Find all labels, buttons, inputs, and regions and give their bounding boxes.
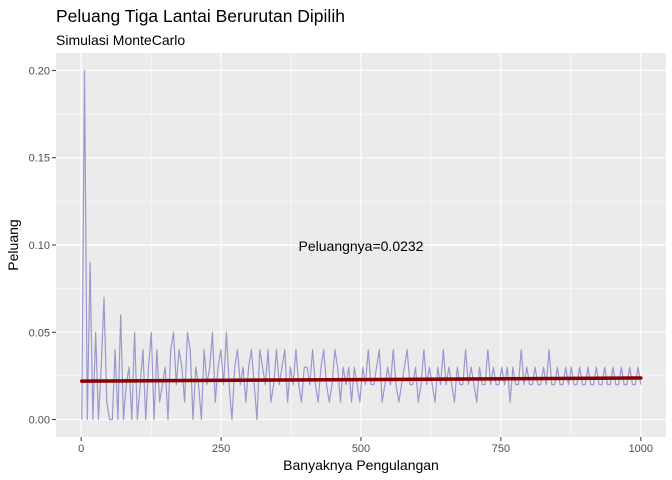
y-axis-title: Peluang <box>5 219 21 270</box>
series-line-simulation <box>81 69 642 421</box>
y-tick-label: 0.00 <box>29 415 50 427</box>
y-tick-label: 0.10 <box>29 240 50 252</box>
chart-annotation: Peluangnya=0.0232 <box>299 238 424 254</box>
x-axis: 0 250 500 750 1000 <box>78 437 653 455</box>
y-tick-label: 0.20 <box>29 65 50 77</box>
grid-major <box>56 53 666 437</box>
chart-title: Peluang Tiga Lantai Berurutan Dipilih <box>56 6 345 26</box>
x-tick-label: 1000 <box>629 443 653 455</box>
chart-subtitle: Simulasi MonteCarlo <box>56 32 185 48</box>
x-axis-title: Banyaknya Pengulangan <box>283 457 439 473</box>
x-tick-label: 0 <box>78 443 84 455</box>
x-tick-label: 750 <box>492 443 510 455</box>
x-tick-label: 500 <box>352 443 370 455</box>
x-tick-label: 250 <box>212 443 230 455</box>
series-line-trend <box>79 376 643 383</box>
y-tick-label: 0.05 <box>29 327 50 339</box>
y-tick-label: 0.15 <box>29 153 50 165</box>
y-axis: 0.00 0.05 0.10 0.15 0.20 <box>29 65 56 427</box>
series-layer <box>79 69 643 421</box>
